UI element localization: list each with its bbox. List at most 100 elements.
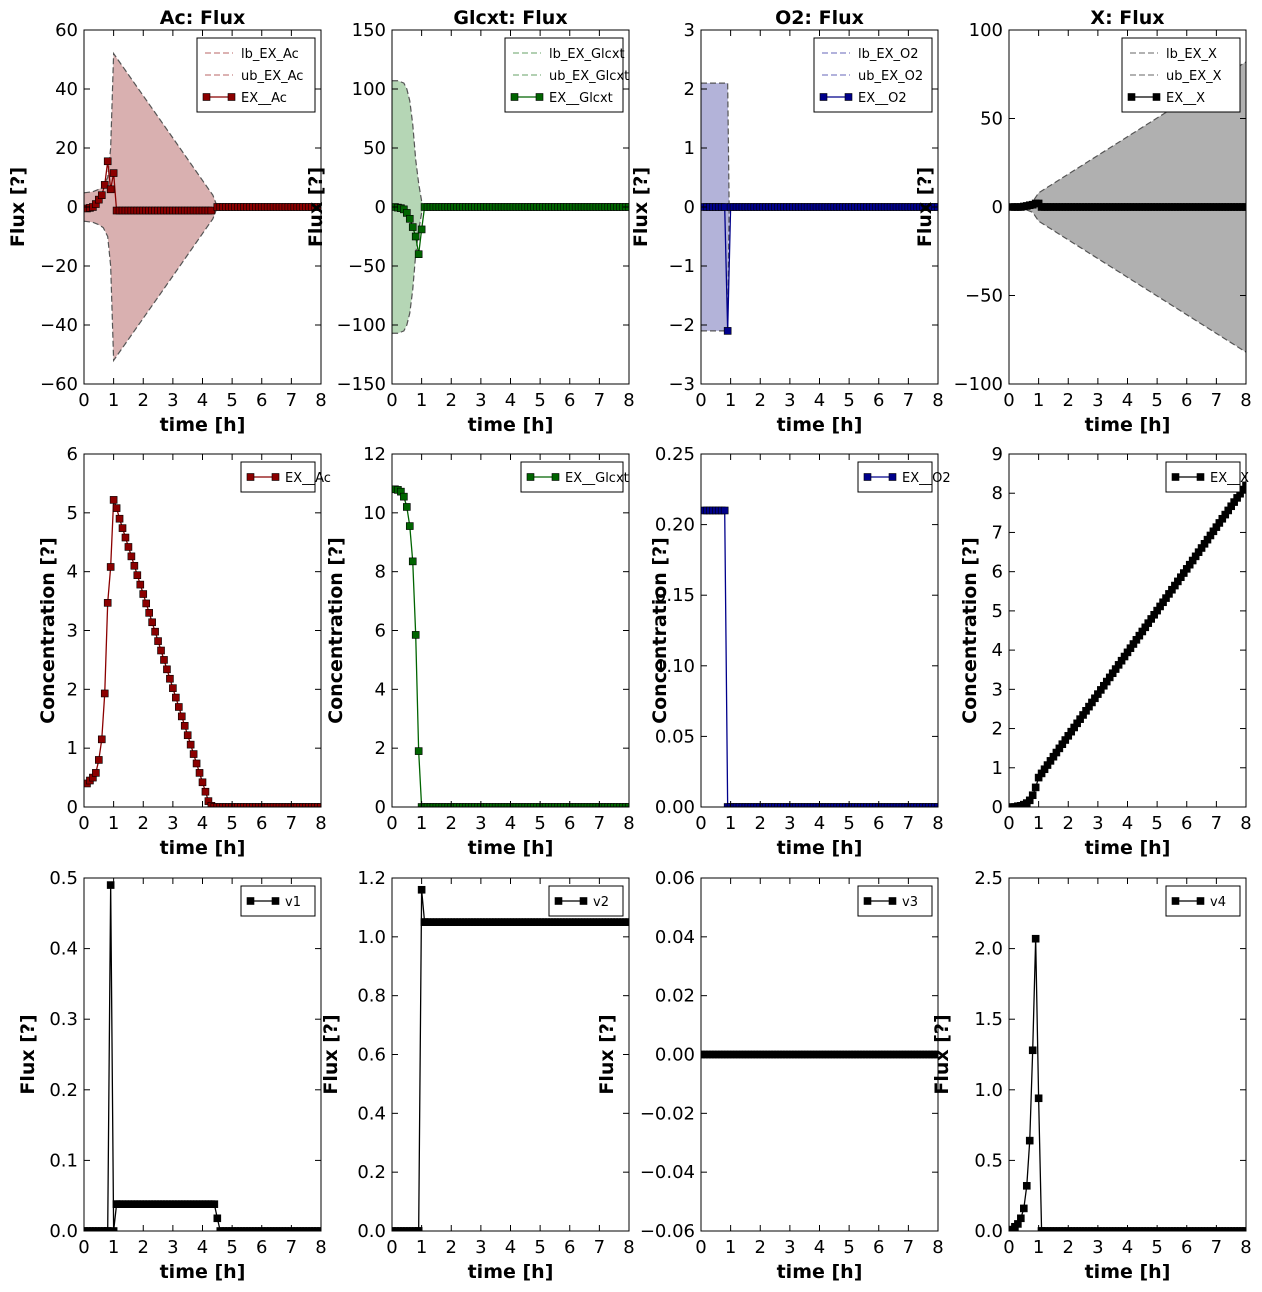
x-tick-label: 8: [932, 1237, 943, 1258]
legend: lb_EX_O2 ub_EX_O2 EX__O2: [813, 37, 933, 113]
x-tick-label: 2: [1063, 813, 1074, 834]
data-point: [414, 1227, 423, 1231]
legend: EX__Glcxt: [520, 461, 629, 493]
chart-title: Ac: Flux: [160, 7, 245, 29]
chart-v3: 0 1 2 3 4 5 6 7 8−0.06−0.04−0.020.000.020.040.06…: [596, 868, 944, 1283]
data-point: [417, 225, 426, 234]
x-tick-label: 0: [695, 390, 706, 411]
y-tick-label: 0.06: [655, 868, 695, 889]
data-point: [1028, 791, 1037, 800]
data-point: [109, 496, 118, 504]
x-tick-label: 8: [932, 390, 943, 411]
legend-label: ub_EX_Glcxt: [549, 69, 629, 84]
data-point: [408, 557, 417, 566]
data-point: [1020, 1204, 1028, 1213]
x-tick-label: 3: [475, 813, 486, 834]
legend-label: ub_EX_Ac: [241, 69, 303, 84]
x-tick-label: 8: [623, 813, 634, 834]
data-point: [92, 769, 100, 777]
x-tick-label: 4: [505, 390, 516, 411]
legend-marker: [227, 93, 236, 101]
data-point: [1017, 1214, 1025, 1223]
x-tick-label: 6: [873, 813, 884, 834]
legend-marker: [844, 93, 853, 101]
x-tick-label: 4: [197, 813, 208, 834]
legend-marker: [1171, 473, 1180, 481]
y-tick-label: 60: [55, 20, 78, 41]
y-tick-label: −50: [348, 256, 386, 277]
x-tick-label: 6: [1181, 390, 1192, 411]
y-tick-label: 6: [67, 444, 78, 465]
data-point: [180, 722, 189, 730]
x-tick-label: 8: [315, 390, 326, 411]
y-tick-label: 2.5: [974, 868, 1003, 889]
x-tick-label: 0: [1003, 813, 1014, 834]
x-tick-label: 0: [695, 1237, 706, 1258]
y-tick-label: −100: [954, 374, 1003, 395]
plot-area: [1009, 481, 1246, 807]
x-tick-label: 1: [416, 1237, 427, 1258]
y-tick-label: −3: [668, 374, 695, 395]
y-tick-label: 0: [375, 197, 386, 218]
data-point: [136, 580, 145, 589]
legend-label: lb_EX_Glcxt: [549, 47, 625, 62]
x-tick-label: 2: [446, 813, 457, 834]
y-tick-label: 2.0: [974, 939, 1003, 960]
x-tick-label: 8: [1240, 390, 1251, 411]
x-tick-label: 8: [623, 1237, 634, 1258]
data-point: [177, 712, 186, 721]
y-tick-label: 0: [992, 197, 1003, 218]
x-tick-label: 7: [594, 390, 605, 411]
x-tick-label: 8: [1240, 813, 1251, 834]
chart-o2_conc: 0 1 2 3 4 5 6 7 8 0.00 0.05 0.10 0.15 0.20 0.25 time [h…: [649, 444, 951, 859]
data-point: [414, 747, 423, 755]
legend-label: v1: [285, 895, 301, 910]
x-tick-label: 6: [256, 390, 267, 411]
y-tick-label: 2: [992, 719, 1003, 740]
data-point: [106, 185, 115, 194]
y-tick-label: 8: [992, 483, 1003, 504]
data-point: [1242, 481, 1246, 490]
legend-label: EX__O2: [858, 91, 907, 106]
y-tick-label: 1: [684, 138, 695, 159]
plot-area: [392, 80, 629, 334]
lb-line: [701, 206, 938, 332]
data-point: [625, 918, 629, 926]
x-tick-label: 2: [1063, 1237, 1074, 1258]
series-line: [703, 509, 938, 807]
y-axis-label: Flux [?]: [7, 167, 29, 247]
series-line: [392, 889, 629, 1231]
chart-title: Glcxt: Flux: [453, 7, 567, 29]
x-tick-label: 1: [725, 390, 736, 411]
y-tick-label: 0.0: [49, 1221, 78, 1242]
legend-marker: [271, 897, 280, 905]
legend-marker: [1152, 93, 1161, 101]
x-tick-label: 1: [1033, 1237, 1044, 1258]
data-point: [97, 191, 106, 199]
x-tick-label: 1: [725, 813, 736, 834]
x-tick-label: 1: [108, 390, 119, 411]
x-tick-label: 1: [725, 1237, 736, 1258]
y-tick-label: 0.05: [655, 726, 695, 747]
y-tick-label: 0.5: [49, 868, 78, 889]
legend-marker: [888, 473, 897, 481]
x-tick-label: 6: [256, 813, 267, 834]
y-tick-label: −0.06: [640, 1221, 695, 1242]
legend-label: lb_EX_Ac: [241, 47, 299, 62]
plot-area: [84, 881, 321, 1231]
legend-marker: [579, 897, 588, 905]
data-point: [411, 232, 420, 241]
y-tick-label: 150: [352, 20, 386, 41]
x-tick-label: 1: [108, 813, 119, 834]
data-point: [172, 693, 180, 702]
plot-area: [701, 506, 938, 807]
x-axis-label: time [h]: [777, 414, 863, 436]
x-tick-label: 2: [755, 390, 766, 411]
x-tick-label: 2: [755, 813, 766, 834]
data-point: [95, 756, 103, 764]
y-tick-label: −100: [337, 315, 386, 336]
y-tick-label: 0.2: [357, 1162, 386, 1183]
data-point: [408, 223, 417, 231]
